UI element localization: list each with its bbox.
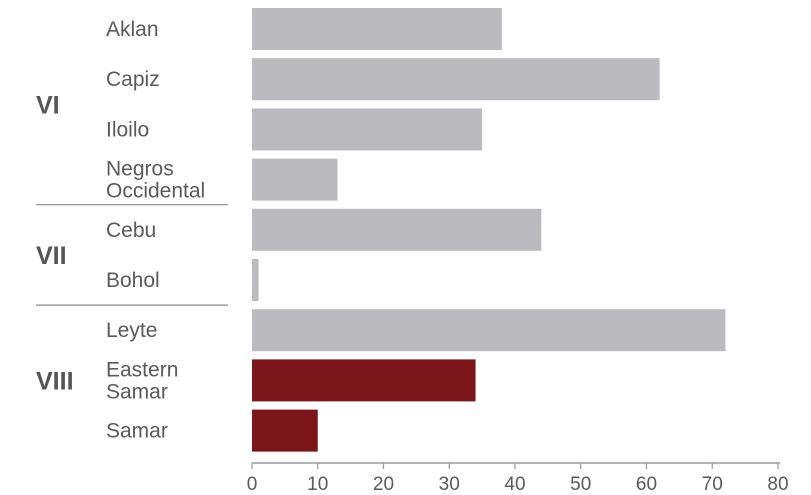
category-label: Iloilo bbox=[106, 118, 149, 141]
bar bbox=[252, 309, 726, 352]
group-label: VI bbox=[36, 91, 60, 119]
category-label: Aklan bbox=[106, 18, 159, 41]
group-separators bbox=[36, 204, 228, 306]
category-label-line: Samar bbox=[106, 420, 168, 443]
category-label-line: Bohol bbox=[106, 269, 160, 292]
category-label-line: Aklan bbox=[106, 18, 159, 41]
category-label: Capiz bbox=[106, 68, 160, 91]
bar bbox=[252, 158, 338, 201]
bar bbox=[252, 409, 318, 452]
bars-layer bbox=[252, 8, 726, 452]
group-label: VIII bbox=[36, 367, 74, 395]
group-label: VII bbox=[36, 242, 67, 270]
bar bbox=[252, 8, 502, 50]
x-tick-label: 0 bbox=[247, 474, 258, 495]
category-label: Cebu bbox=[106, 219, 156, 242]
category-label-line: Iloilo bbox=[106, 118, 149, 141]
bar bbox=[252, 208, 542, 251]
bar bbox=[252, 58, 660, 101]
bar bbox=[252, 359, 476, 402]
category-label-line: Samar bbox=[106, 380, 168, 403]
bar bbox=[252, 108, 483, 151]
category-label: Negros Occidental bbox=[106, 158, 205, 203]
x-tick-label: 10 bbox=[307, 474, 328, 495]
category-label-line: Negros bbox=[106, 158, 174, 181]
category-label-line: Capiz bbox=[106, 68, 160, 91]
x-tick-label: 20 bbox=[373, 474, 394, 495]
category-label-line: Leyte bbox=[106, 319, 157, 342]
category-label-line: Eastern bbox=[106, 358, 178, 381]
x-tick-label: 40 bbox=[504, 474, 525, 495]
x-tick-label: 50 bbox=[570, 474, 591, 495]
category-label: Leyte bbox=[106, 319, 157, 342]
category-label: Samar bbox=[106, 420, 168, 443]
x-tick-label: 60 bbox=[636, 474, 657, 495]
bar bbox=[252, 259, 259, 301]
category-labels: Aklan Capiz Iloilo Negros Occidental Cebu Boho… bbox=[106, 18, 205, 443]
category-label-line: Occidental bbox=[106, 180, 205, 203]
category-label-line: Cebu bbox=[106, 219, 156, 242]
x-tick-label: 30 bbox=[439, 474, 460, 495]
x-axis: 0 10 20 30 40 50 60 70 80 bbox=[247, 462, 789, 495]
group-labels: VI VII VIII bbox=[36, 91, 74, 395]
category-label: Bohol bbox=[106, 269, 160, 292]
category-label: Eastern Samar bbox=[106, 358, 178, 403]
x-tick-label: 80 bbox=[767, 474, 788, 495]
x-tick-label: 70 bbox=[702, 474, 723, 495]
